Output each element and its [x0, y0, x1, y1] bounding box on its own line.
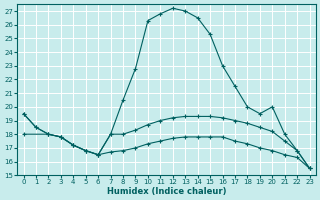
X-axis label: Humidex (Indice chaleur): Humidex (Indice chaleur): [107, 187, 226, 196]
